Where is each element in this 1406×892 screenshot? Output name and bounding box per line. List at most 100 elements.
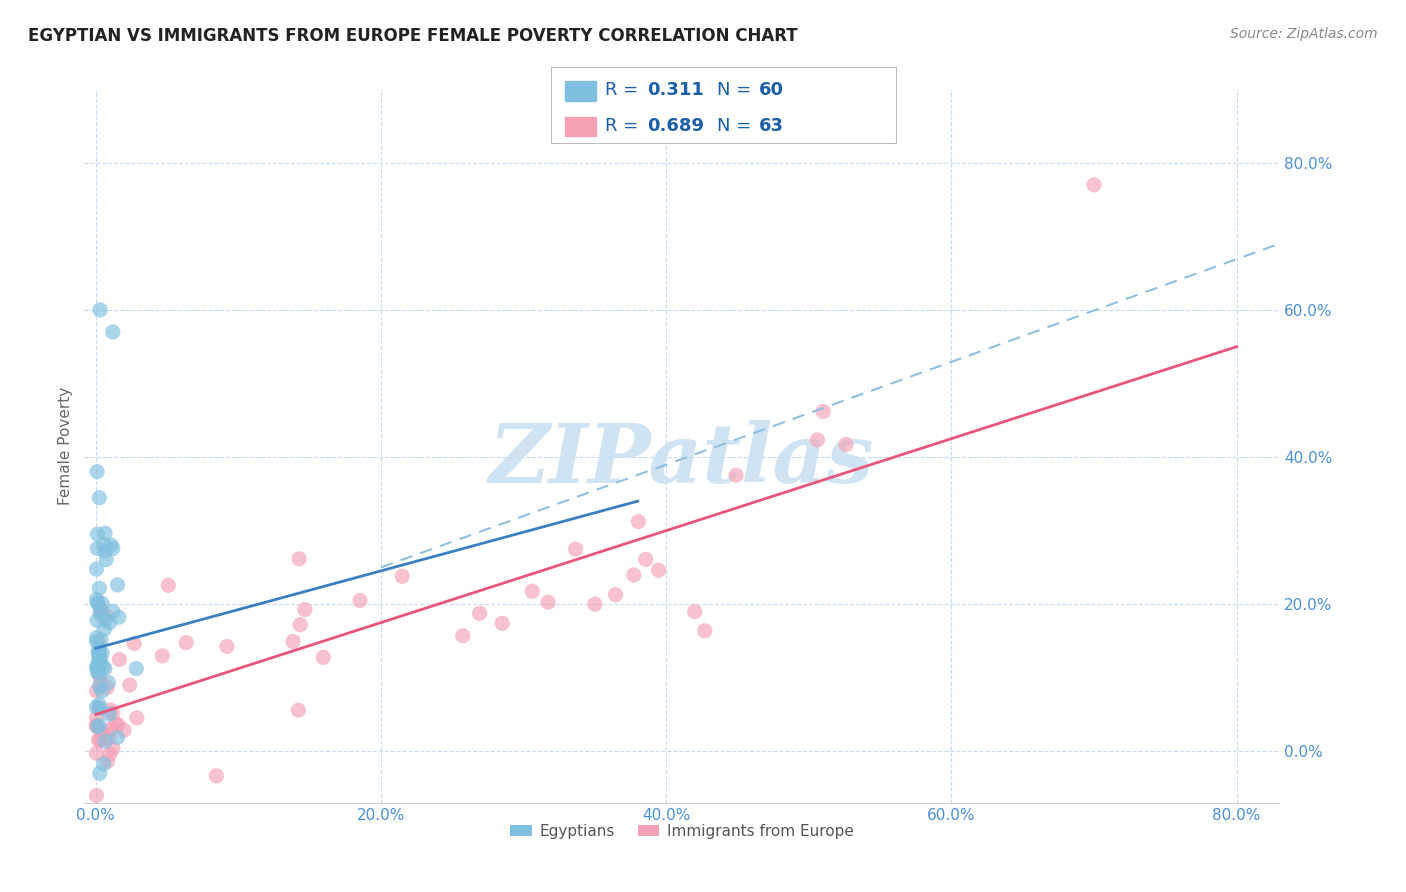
Point <box>107 717 129 731</box>
Text: 0.311: 0.311 <box>647 81 703 99</box>
Point <box>112 723 135 738</box>
Point <box>87 649 110 664</box>
Point <box>108 610 131 624</box>
Point <box>93 622 115 636</box>
Point <box>98 707 121 722</box>
Point <box>86 720 108 734</box>
Point <box>647 563 669 577</box>
Text: N =: N = <box>717 117 756 135</box>
Point <box>96 754 118 768</box>
Point <box>157 578 180 592</box>
Point <box>90 604 112 618</box>
Point <box>86 665 108 680</box>
Point <box>86 684 108 698</box>
Point <box>91 646 114 660</box>
Point <box>683 605 706 619</box>
Point <box>89 680 111 694</box>
Point <box>90 725 112 739</box>
Point <box>835 437 858 451</box>
Point <box>86 614 108 628</box>
Point <box>86 660 108 674</box>
Point <box>693 624 716 638</box>
Point <box>101 706 124 721</box>
Point <box>89 647 111 661</box>
Point <box>86 746 108 760</box>
Point <box>86 661 108 675</box>
Point <box>89 766 111 780</box>
Point <box>288 552 311 566</box>
Point <box>94 544 117 558</box>
Point <box>89 718 111 732</box>
Point <box>101 741 124 756</box>
Point <box>100 538 122 552</box>
Legend: Egyptians, Immigrants from Europe: Egyptians, Immigrants from Europe <box>505 818 859 845</box>
Y-axis label: Female Poverty: Female Poverty <box>58 387 73 505</box>
Text: 63: 63 <box>759 117 785 135</box>
Point <box>87 654 110 668</box>
Point <box>87 665 110 680</box>
Point <box>205 769 228 783</box>
Point <box>125 711 148 725</box>
Point <box>605 588 627 602</box>
Text: 0.689: 0.689 <box>647 117 704 135</box>
Point <box>87 646 110 660</box>
Point <box>89 698 111 712</box>
Point <box>86 631 108 645</box>
Point <box>174 635 197 649</box>
Point <box>294 602 316 616</box>
Point <box>89 581 111 595</box>
Point <box>86 527 108 541</box>
Text: R =: R = <box>605 81 644 99</box>
Point <box>101 604 124 618</box>
Point <box>724 468 747 483</box>
Point <box>93 756 115 771</box>
Point <box>94 613 117 627</box>
Point <box>107 731 129 745</box>
Point <box>87 596 110 610</box>
Point <box>86 592 108 607</box>
Point <box>86 700 108 714</box>
Point <box>97 731 120 745</box>
Point <box>94 552 117 566</box>
Point <box>90 677 112 691</box>
Point <box>86 465 108 479</box>
Point <box>89 670 111 684</box>
Point <box>94 526 117 541</box>
Point <box>100 703 122 717</box>
Point <box>89 641 111 656</box>
Point <box>108 652 131 666</box>
Point <box>391 569 413 583</box>
Point <box>87 733 110 747</box>
Point <box>97 675 120 690</box>
Point <box>90 684 112 698</box>
Point <box>1083 178 1105 192</box>
Point <box>451 629 474 643</box>
Point <box>98 747 121 761</box>
Point <box>86 718 108 732</box>
Point <box>87 701 110 715</box>
Text: 60: 60 <box>759 81 785 99</box>
Point <box>583 597 606 611</box>
Point <box>87 644 110 658</box>
Text: Source: ZipAtlas.com: Source: ZipAtlas.com <box>1230 27 1378 41</box>
Point <box>811 404 834 418</box>
Point <box>107 578 129 592</box>
Point <box>100 722 122 736</box>
Point <box>89 637 111 651</box>
Text: ZIPatlas: ZIPatlas <box>489 420 875 500</box>
Point <box>537 595 560 609</box>
Point <box>86 634 108 648</box>
Point <box>290 617 312 632</box>
Point <box>623 568 645 582</box>
Point <box>86 541 108 556</box>
Point <box>89 733 111 747</box>
Point <box>104 717 127 731</box>
Point <box>312 650 335 665</box>
Point <box>90 632 112 647</box>
Point <box>125 661 148 675</box>
Point <box>87 660 110 674</box>
Point <box>91 596 114 610</box>
Point <box>91 660 114 674</box>
Point <box>86 719 108 733</box>
Point <box>287 703 309 717</box>
